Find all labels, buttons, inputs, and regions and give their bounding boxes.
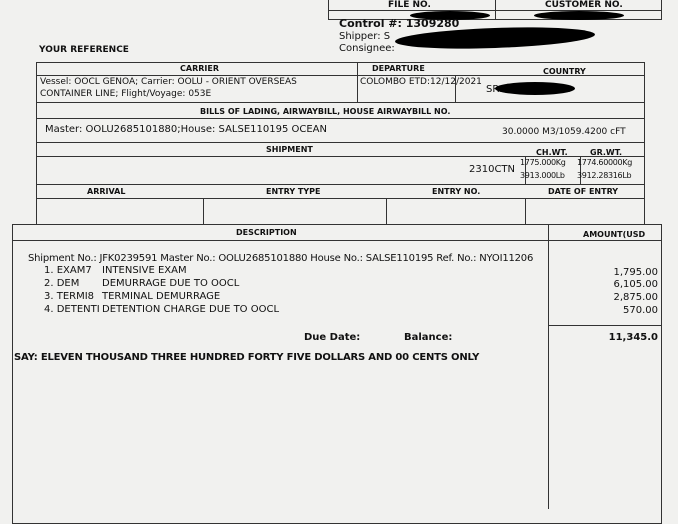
your-reference-label: YOUR REFERENCE [39, 45, 129, 55]
consignee: Consignee: [339, 43, 395, 54]
shipment-line: Shipment No.: JFK0239591 Master No.: OOL… [28, 253, 534, 264]
item-amount: 2,875.00 [613, 292, 658, 303]
item-amount: 570.00 [623, 305, 658, 316]
item-desc: TERMINAL DEMURRAGE [102, 291, 221, 302]
country-label: COUNTRY [543, 67, 586, 76]
ch-wt-lb: 3913.000Lb [520, 171, 565, 180]
redaction [495, 82, 575, 95]
item-amount: 6,105.00 [613, 279, 658, 290]
bills-label: BILLS OF LADING, AIRWAYBILL, HOUSE AIRWA… [200, 107, 451, 116]
balance-label: Balance: [404, 332, 453, 343]
date-of-entry-label: DATE OF ENTRY [548, 187, 619, 196]
customer-no-label: CUSTOMER NO. [545, 0, 623, 10]
item-desc: INTENSIVE EXAM [102, 265, 187, 276]
description-label: DESCRIPTION [236, 228, 297, 237]
gr-wt-label: GR.WT. [590, 148, 623, 157]
item-code: 4. DETENTI [44, 304, 100, 315]
entry-no-label: ENTRY NO. [432, 187, 481, 196]
redaction [410, 11, 490, 20]
item-amount: 1,795.00 [613, 267, 658, 278]
balance-value: 11,345.0 [608, 332, 658, 343]
gr-wt-lb: 3912.28316Lb [577, 171, 632, 180]
country-value: SR [486, 84, 500, 95]
invoice-box [12, 224, 662, 524]
item-desc: DEMURRAGE DUE TO OOCL [102, 278, 240, 289]
amount-in-words: SAY: ELEVEN THOUSAND THREE HUNDRED FORTY… [14, 352, 480, 363]
file-no-label: FILE NO. [388, 0, 431, 10]
entry-type-label: ENTRY TYPE [266, 187, 321, 196]
due-date-label: Due Date: [304, 332, 361, 343]
departure-label: DEPARTURE [372, 64, 425, 73]
item-code: 1. EXAM7 [44, 265, 92, 276]
ch-wt-kg: 1775.000Kg [520, 158, 566, 167]
ch-wt-label: CH.WT. [536, 148, 568, 157]
carrier-label: CARRIER [180, 64, 219, 73]
control-number: Control #: 1309280 [339, 17, 460, 30]
carrier-line2: CONTAINER LINE; Flight/Voyage: 053E [40, 89, 212, 99]
item-desc: DETENTION CHARGE DUE TO OOCL [102, 304, 280, 315]
redaction [534, 11, 624, 20]
bills-value: Master: OOLU2685101880;House: SALSE11019… [45, 124, 327, 135]
pieces: 2310CTN [469, 164, 516, 175]
divider [495, 0, 496, 20]
shipper: Shipper: S [339, 31, 391, 42]
item-code: 2. DEM [44, 278, 80, 289]
carrier-line1: Vessel: OOCL GENOA; Carrier: OOLU - ORIE… [40, 77, 297, 87]
amount-label: AMOUNT(USD [583, 230, 646, 239]
volume: 30.0000 M3/1059.4200 cFT [502, 127, 626, 137]
arrival-label: ARRIVAL [87, 187, 126, 196]
gr-wt-kg: 1774.60000Kg [577, 158, 633, 167]
item-code: 3. TERMI8 [44, 291, 95, 302]
departure-value: COLOMBO ETD:12/12/2021 [360, 77, 482, 87]
shipment-label: SHIPMENT [266, 145, 313, 154]
